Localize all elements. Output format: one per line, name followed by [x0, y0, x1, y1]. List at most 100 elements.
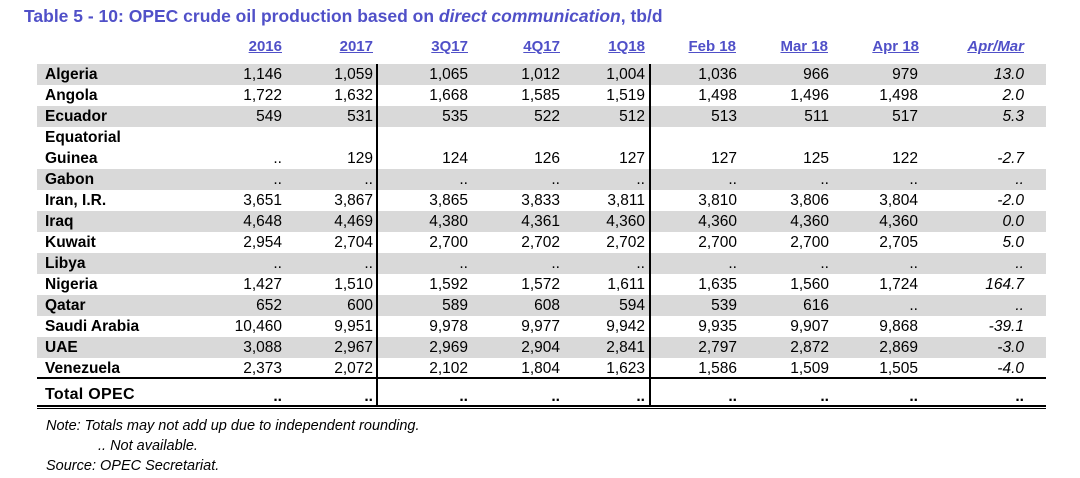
table-cell: .. — [909, 255, 918, 272]
table-cell: 4,360 — [790, 213, 829, 230]
table-cell: .. — [551, 171, 560, 188]
column-header: Mar 18 — [780, 38, 828, 55]
table-cell: 1,560 — [790, 276, 829, 293]
table-cell: .. — [364, 255, 373, 272]
table-cell: 5.3 — [1002, 108, 1024, 125]
table-title: Table 5 - 10: OPEC crude oil production … — [24, 6, 663, 27]
row-label: Gabon — [45, 171, 95, 188]
table-cell: .. — [1015, 171, 1024, 188]
row-label: Iraq — [45, 213, 74, 230]
table-cell: 1,065 — [429, 66, 468, 83]
row-label: Equatorial Guinea — [45, 129, 121, 167]
title-suffix: , tb/d — [620, 6, 663, 26]
table-cell: .. — [273, 150, 282, 167]
table-cell: 1,505 — [879, 360, 918, 377]
table-row: UAE 3,088 2,967 2,969 2,904 2,841 2,797 2,872 2,… — [37, 337, 1046, 358]
table-cell: 9,951 — [334, 318, 373, 335]
table-cell: 2,869 — [879, 339, 918, 356]
table-row: Angola 1,722 1,632 1,668 1,585 1,519 1,498 1,49… — [37, 85, 1046, 106]
table-row: Venezuela 2,373 2,072 2,102 1,804 1,623 1,586 1… — [37, 358, 1046, 379]
table-cell: .. — [1015, 255, 1024, 272]
table-cell: 127 — [619, 150, 645, 167]
table-cell: 1,611 — [607, 276, 645, 293]
table-cell: 9,907 — [790, 318, 829, 335]
column-header: 2017 — [339, 38, 373, 55]
table-cell: 522 — [534, 108, 560, 125]
table-cell: 600 — [347, 297, 373, 314]
table-cell: 1,498 — [879, 87, 918, 104]
row-label: Algeria — [45, 66, 98, 83]
table-cell: .. — [273, 171, 282, 188]
table-cell: .. — [728, 171, 737, 188]
total-cell: .. — [364, 388, 373, 405]
table-cell: .. — [820, 255, 829, 272]
table-cell: 2,700 — [698, 234, 737, 251]
table-cell: 511 — [804, 108, 829, 125]
table-cell: 1,724 — [879, 276, 918, 293]
table-cell: 4,469 — [334, 213, 373, 230]
table-cell: 1,146 — [243, 66, 282, 83]
table-cell: .. — [459, 171, 468, 188]
title-emphasis: direct communication — [438, 6, 621, 26]
table-cell: 129 — [347, 150, 373, 167]
table-cell: -2.0 — [997, 192, 1024, 209]
table-cell: 549 — [256, 108, 282, 125]
table-cell: 3,651 — [243, 192, 282, 209]
table-cell: 2,702 — [606, 234, 645, 251]
table-cell: 513 — [711, 108, 737, 125]
table-cell: 2,102 — [429, 360, 468, 377]
table-cell: 2,797 — [698, 339, 737, 356]
table-cell: 531 — [347, 108, 373, 125]
table-cell: .. — [820, 171, 829, 188]
total-cell: .. — [909, 388, 918, 405]
table-cell: 539 — [711, 297, 737, 314]
table-row: Nigeria 1,427 1,510 1,592 1,572 1,611 1,635 1,5… — [37, 274, 1046, 295]
column-divider — [649, 64, 651, 406]
table-cell: 2,872 — [790, 339, 829, 356]
table-cell: 9,978 — [429, 318, 468, 335]
table-cell: 126 — [534, 150, 560, 167]
table-cell: 1,592 — [429, 276, 468, 293]
table-cell: .. — [459, 255, 468, 272]
table-cell: 1,623 — [606, 360, 645, 377]
note-source: Source: OPEC Secretariat. — [46, 458, 220, 474]
table-cell: 2,904 — [521, 339, 560, 356]
table-cell: 124 — [442, 150, 468, 167]
table-cell: .. — [364, 171, 373, 188]
total-bottom-rule — [37, 405, 1046, 407]
table-cell: 9,868 — [879, 318, 918, 335]
total-row: Total OPEC.................. — [37, 382, 1046, 406]
table-cell: 1,519 — [606, 87, 645, 104]
table-cell: 1,722 — [243, 87, 282, 104]
total-bottom-rule — [37, 408, 1046, 409]
table-cell: 594 — [619, 297, 645, 314]
total-cell: .. — [273, 388, 282, 405]
table-cell: .. — [909, 297, 918, 314]
table-cell: 3,833 — [521, 192, 560, 209]
table-cell: 2.0 — [1002, 87, 1024, 104]
total-cell: .. — [636, 388, 645, 405]
table-cell: 3,811 — [607, 192, 645, 209]
table-cell: 0.0 — [1002, 213, 1024, 230]
table-cell: 966 — [803, 66, 829, 83]
table-row: Algeria 1,146 1,059 1,065 1,012 1,004 1,036 966… — [37, 64, 1046, 85]
row-label: Qatar — [45, 297, 86, 314]
table-cell: 1,804 — [521, 360, 560, 377]
table-row: Equatorial Guinea.. 129 124 126 127 127 125 122… — [37, 127, 1046, 169]
table-cell: 5.0 — [1002, 234, 1024, 251]
table-cell: 535 — [442, 108, 468, 125]
table-cell: 3,806 — [790, 192, 829, 209]
table-cell: .. — [909, 171, 918, 188]
table-row: Ecuador 549 531 535 522 512 513 511 517 5.3 — [37, 106, 1046, 127]
table-notes: Note: Totals may not add up due to indep… — [46, 416, 420, 476]
table-cell: 2,704 — [334, 234, 373, 251]
table-cell: 979 — [892, 66, 918, 83]
table-cell: 9,942 — [606, 318, 645, 335]
table-cell: 2,954 — [243, 234, 282, 251]
table-cell: 589 — [442, 297, 468, 314]
row-label: Iran, I.R. — [45, 192, 107, 209]
table-cell: 2,841 — [606, 339, 645, 356]
row-label: Saudi Arabia — [45, 318, 140, 335]
table-cell: .. — [551, 255, 560, 272]
table-cell: 1,059 — [334, 66, 373, 83]
